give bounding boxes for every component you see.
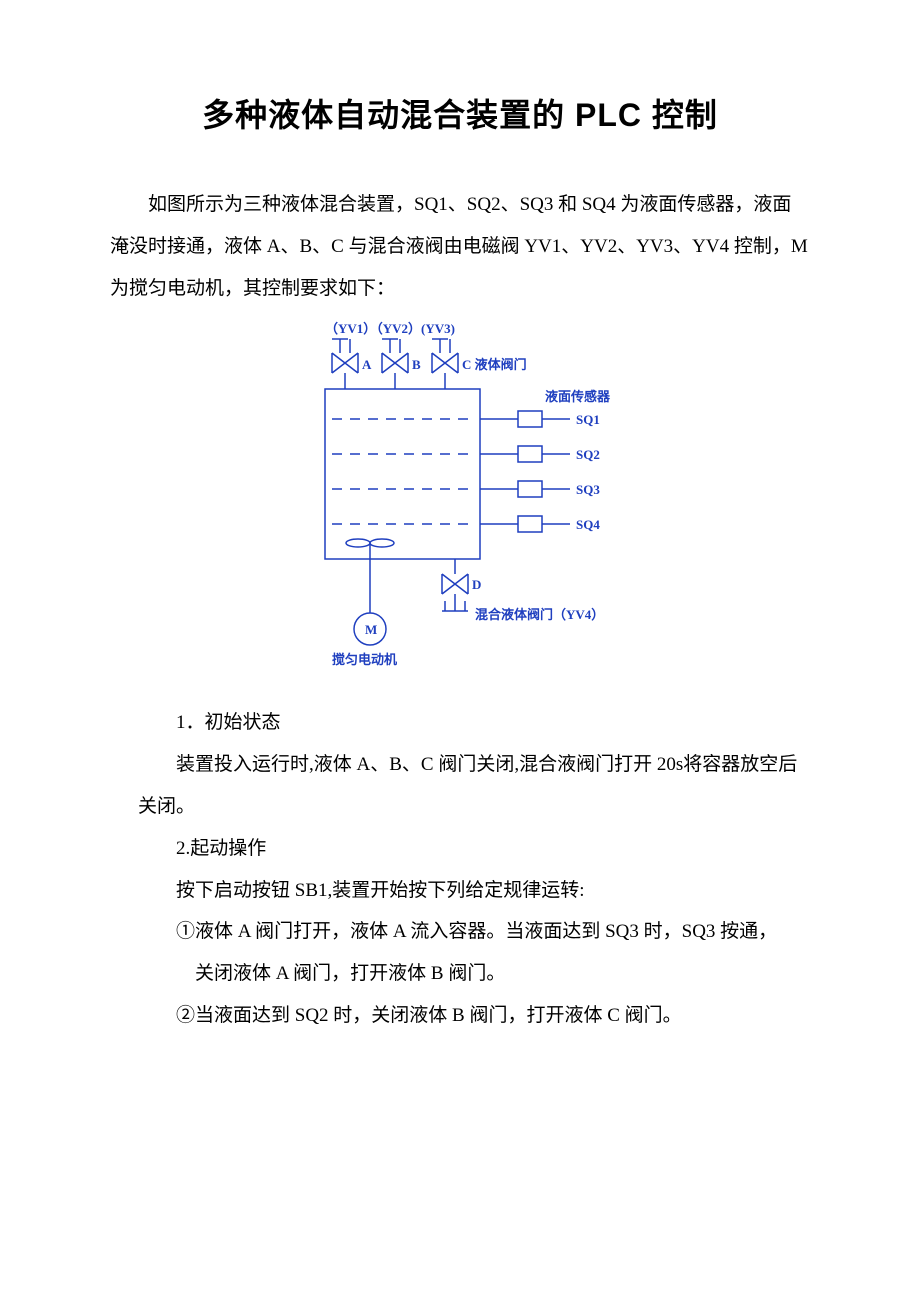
sensor-header-text: 液面传感器: [545, 389, 611, 404]
page-title: 多种液体自动混合装置的 PLC 控制: [110, 90, 810, 136]
section-1-title: 1．初始状态: [138, 702, 810, 744]
section-2-body-0: 按下启动按钮 SB1,装置开始按下列给定规律运转:: [138, 870, 810, 912]
diagram-container: （YV1）（YV2）(YV3): [270, 319, 650, 684]
valve-a-label: A: [362, 357, 372, 372]
outlet-text: 混合液体阀门（YV4）: [475, 607, 604, 622]
level-sensors: [332, 411, 570, 532]
motor-letter: M: [365, 622, 377, 637]
section-2-title: 2.起动操作: [138, 828, 810, 870]
stirrer-icon: [346, 539, 394, 559]
valve-b-label: B: [412, 357, 421, 372]
section-1-body: 装置投入运行时,液体 A、B、C 阀门关闭,混合液阀门打开 20s将容器放空后关…: [138, 744, 810, 828]
body-sections: 1．初始状态 装置投入运行时,液体 A、B、C 阀门关闭,混合液阀门打开 20s…: [110, 702, 810, 1036]
tank-outline: [325, 389, 480, 559]
mixing-device-diagram: （YV1）（YV2）(YV3): [270, 319, 650, 679]
inlet-stems: [332, 339, 450, 353]
inlet-valves: [332, 353, 458, 389]
outlet-d-label: D: [472, 577, 481, 592]
valve-c-label: C 液体阀门: [462, 357, 527, 372]
sensor-sq3-label: SQ3: [576, 482, 600, 497]
section-2-body-1b: 关闭液体 A 阀门，打开液体 B 阀门。: [138, 953, 810, 995]
intro-paragraph: 如图所示为三种液体混合装置，SQ1、SQ2、SQ3 和 SQ4 为液面传感器，液…: [110, 184, 810, 309]
valve-header-text: （YV1）（YV2）(YV3): [325, 321, 455, 336]
section-2-body-2: ②当液面达到 SQ2 时，关闭液体 B 阀门，打开液体 C 阀门。: [138, 995, 810, 1037]
sensor-sq2-label: SQ2: [576, 447, 600, 462]
section-2-body-1: ①液体 A 阀门打开，液体 A 流入容器。当液面达到 SQ3 时，SQ3 按通，: [138, 911, 810, 953]
sensor-sq4-label: SQ4: [576, 517, 600, 532]
motor-text: 搅匀电动机: [332, 652, 397, 667]
sensor-sq1-label: SQ1: [576, 412, 600, 427]
document-page: 多种液体自动混合装置的 PLC 控制 如图所示为三种液体混合装置，SQ1、SQ2…: [0, 0, 920, 1302]
outlet-valve: [442, 559, 468, 611]
